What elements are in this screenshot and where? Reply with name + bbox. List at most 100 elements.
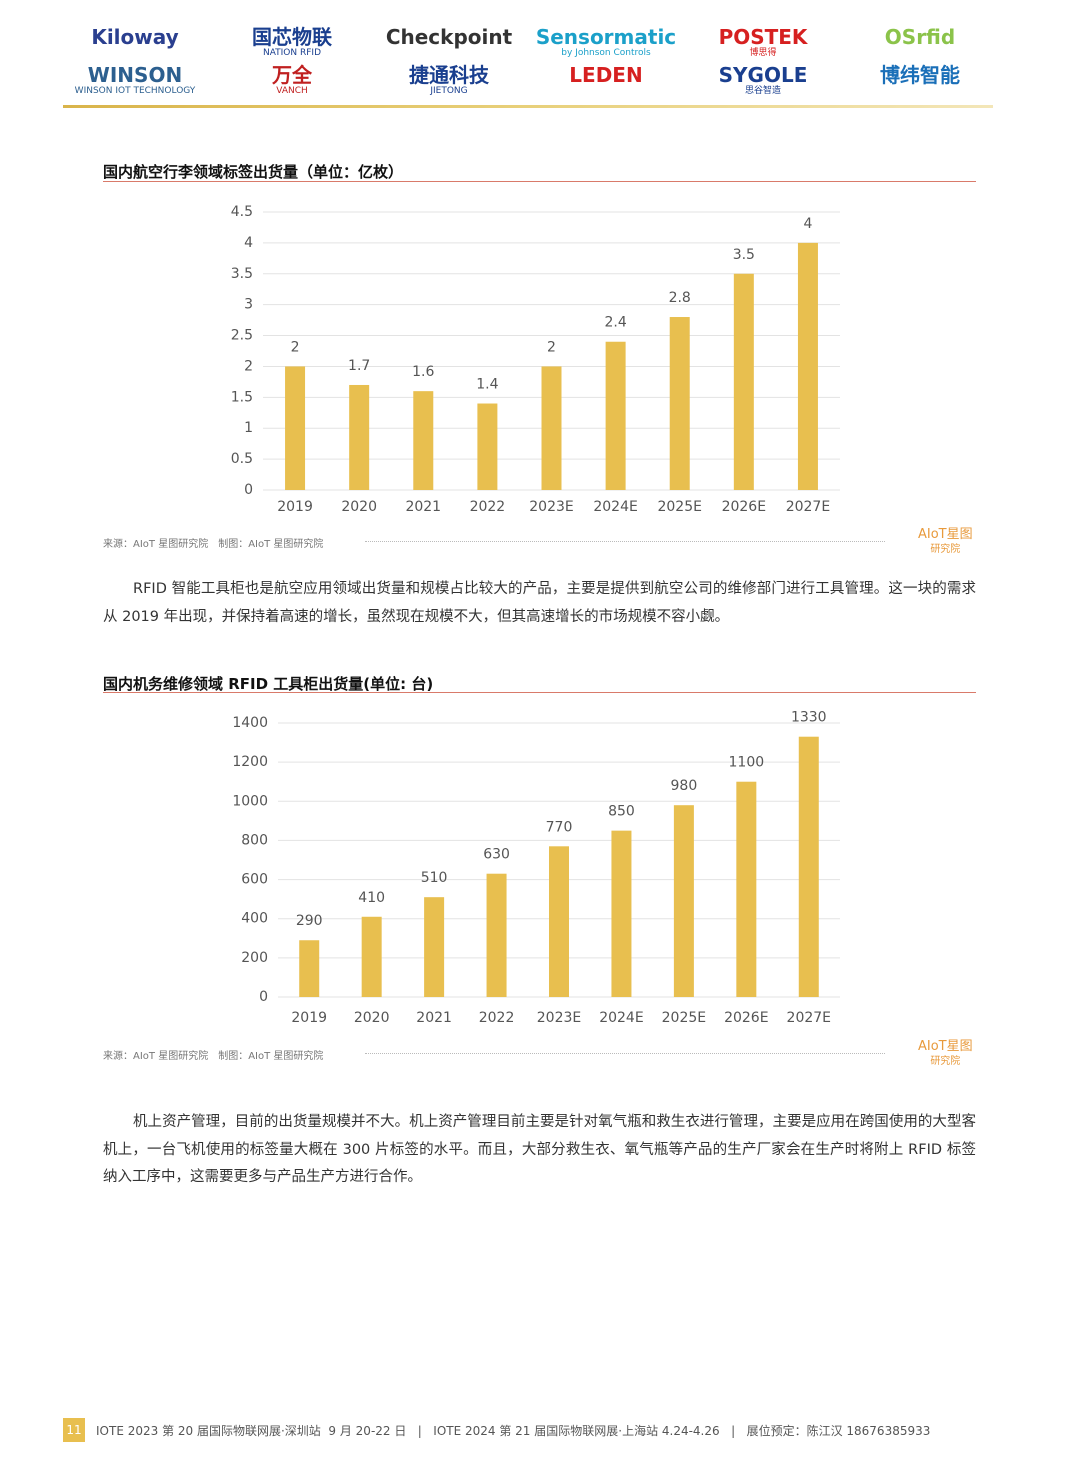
chart: 0 0.5 1 1.5 2 2.5 3 3.5 4 4.5 2019 2 2020 1.7 2021 1.6 2… xyxy=(231,204,840,515)
logo-text: WINSON xyxy=(87,63,183,87)
x-tick-label: 2020 xyxy=(354,1010,390,1026)
y-tick-label: 0.5 xyxy=(231,451,253,467)
y-tick-label: 1 xyxy=(244,420,253,436)
bar xyxy=(733,273,754,490)
x-tick-label: 2027E xyxy=(786,499,830,515)
logo-text: 万全 xyxy=(272,63,312,87)
y-tick-label: 1.5 xyxy=(231,389,253,405)
logo: POSTEK 博思得 xyxy=(688,26,838,58)
bar xyxy=(349,384,370,490)
title-rule xyxy=(103,692,976,693)
bar xyxy=(673,805,694,997)
paragraph: RFID 智能工具柜也是航空应用领域出货量和规模占比较大的产品，主要是提供到航空… xyxy=(103,581,976,625)
x-tick-label: 2023E xyxy=(529,499,573,515)
logo: SYGOLE 思谷智造 xyxy=(688,64,838,96)
logo: 博纬智能 xyxy=(845,64,995,86)
x-tick-label: 2027E xyxy=(787,1010,831,1026)
value-label: 1.6 xyxy=(412,364,434,380)
bar xyxy=(413,391,434,490)
logo: 国芯物联 NATION RFID xyxy=(217,26,367,58)
chart-title: 国内航空行李领域标签出货量（单位：亿枚） xyxy=(103,163,404,181)
logo: 万全 VANCH xyxy=(217,64,367,96)
dotted-rule xyxy=(365,541,885,542)
logo-text: POSTEK xyxy=(718,25,808,49)
bar xyxy=(736,781,757,997)
logo-text: Checkpoint xyxy=(385,25,513,49)
logo-text: 国芯物联 xyxy=(252,25,332,49)
logo: WINSON WINSON IOT TECHNOLOGY xyxy=(60,64,210,96)
y-tick-label: 0 xyxy=(244,482,253,498)
logo-text: Sensormatic xyxy=(535,25,677,49)
logo-text: 博纬智能 xyxy=(880,63,960,87)
source: 来源：AIoT 星图研究院 制图：AIoT 星图研究院 xyxy=(103,1051,324,1062)
title-rule xyxy=(103,181,976,182)
x-tick-label: 2025E xyxy=(657,499,701,515)
value-label: 4 xyxy=(803,216,812,232)
y-tick-label: 1200 xyxy=(232,754,268,770)
brand: AIoT星图研究院 xyxy=(918,1040,973,1069)
logo-text: OSrfid xyxy=(884,25,956,49)
value-label: 1.7 xyxy=(348,358,370,374)
logo: 捷通科技 JIETONG xyxy=(374,64,524,96)
value-label: 980 xyxy=(671,778,698,794)
y-tick-label: 1000 xyxy=(232,793,268,809)
y-tick-label: 2.5 xyxy=(231,328,253,344)
value-label: 2.4 xyxy=(604,315,626,331)
logo: LEDEN xyxy=(531,64,681,86)
brand-sub: 研究院 xyxy=(930,1056,961,1067)
value-label: 2 xyxy=(547,339,556,355)
paragraph: 机上资产管理，目前的出货量规模并不大。机上资产管理目前主要是针对氧气瓶和救生衣进… xyxy=(103,1114,976,1185)
x-tick-label: 2026E xyxy=(724,1010,768,1026)
value-label: 630 xyxy=(483,847,510,863)
logo-text: LEDEN xyxy=(569,63,643,87)
bar xyxy=(361,916,382,997)
value-label: 1330 xyxy=(791,710,827,726)
y-tick-label: 2 xyxy=(244,358,253,374)
x-tick-label: 2019 xyxy=(277,499,313,515)
logo: OSrfid xyxy=(845,26,995,48)
y-tick-label: 0 xyxy=(259,989,268,1005)
x-tick-label: 2022 xyxy=(479,1010,515,1026)
bar xyxy=(798,736,819,997)
x-tick-label: 2022 xyxy=(470,499,506,515)
x-tick-label: 2020 xyxy=(341,499,377,515)
bar xyxy=(605,341,626,490)
chart: 0 200 400 600 800 1000 1200 1400 2019 290 2020 410 2… xyxy=(232,710,840,1026)
header-rule xyxy=(63,105,993,108)
brand-name: AIoT星图 xyxy=(918,1039,973,1054)
x-tick-label: 2024E xyxy=(593,499,637,515)
logo: Checkpoint xyxy=(374,26,524,48)
x-tick-label: 2026E xyxy=(722,499,766,515)
value-label: 1100 xyxy=(729,755,765,771)
y-tick-label: 200 xyxy=(241,950,268,966)
value-label: 2 xyxy=(291,339,300,355)
dotted-rule xyxy=(365,1053,885,1054)
logo-sub: 博思得 xyxy=(749,48,777,58)
value-label: 2.8 xyxy=(669,290,691,306)
logo-text: Kiloway xyxy=(91,25,179,49)
y-tick-label: 400 xyxy=(241,911,268,927)
x-tick-label: 2025E xyxy=(662,1010,706,1026)
footer-text: IOTE 2023 第 20 届国际物联网展·深圳站 9 月 20-22 日 |… xyxy=(96,1424,931,1438)
x-tick-label: 2019 xyxy=(291,1010,327,1026)
y-tick-label: 3.5 xyxy=(231,266,253,282)
x-tick-label: 2021 xyxy=(416,1010,452,1026)
brand-sub: 研究院 xyxy=(930,544,961,555)
x-tick-label: 2024E xyxy=(599,1010,643,1026)
bar xyxy=(486,873,507,997)
logo-sub: JIETONG xyxy=(430,86,468,96)
y-tick-label: 3 xyxy=(244,297,253,313)
y-tick-label: 1400 xyxy=(232,715,268,731)
logo-sub: by Johnson Controls xyxy=(561,48,651,58)
bar xyxy=(549,846,569,997)
bar xyxy=(611,830,632,997)
y-tick-label: 600 xyxy=(241,872,268,888)
bar xyxy=(424,897,445,997)
bar xyxy=(669,317,690,490)
logo-text: SYGOLE xyxy=(718,63,808,87)
logo-sub: VANCH xyxy=(276,86,308,96)
value-label: 3.5 xyxy=(733,247,755,263)
logo: Kiloway xyxy=(60,26,210,48)
brand-name: AIoT星图 xyxy=(918,527,973,542)
